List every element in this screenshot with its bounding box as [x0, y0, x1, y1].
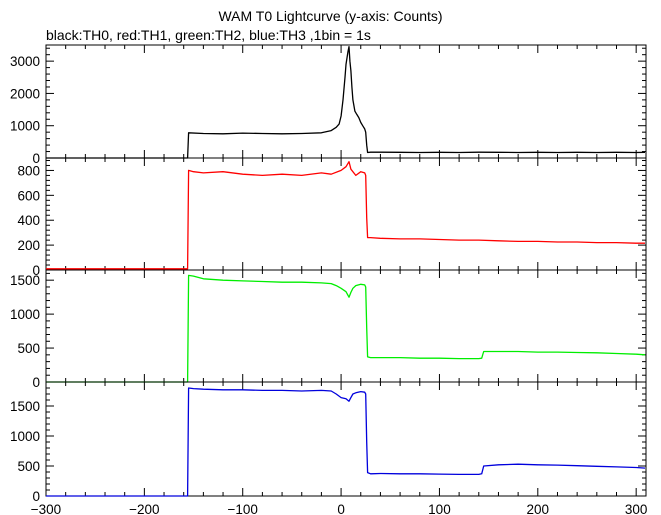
- x-tick-label: −300: [31, 502, 61, 515]
- y-tick-label: 800: [17, 163, 40, 178]
- y-tick-label: 500: [17, 459, 40, 474]
- y-tick-label: 0: [32, 489, 40, 504]
- y-tick-label: 400: [17, 213, 40, 228]
- panel-frame-th2: [45, 269, 647, 383]
- chart-title: WAM T0 Lightcurve (y-axis: Counts): [218, 8, 443, 24]
- series-line-th0: [46, 45, 646, 159]
- y-tick-label: 500: [17, 341, 40, 356]
- y-tick-label: 1500: [10, 273, 40, 288]
- y-tick-label: 0: [32, 263, 40, 278]
- panel-frame-th3: [45, 381, 647, 497]
- series-line-th3: [46, 387, 646, 497]
- y-tick-label: 600: [17, 188, 40, 203]
- y-tick-label: 0: [32, 151, 40, 166]
- y-tick-label: 3000: [10, 54, 40, 69]
- y-tick-label: 200: [17, 238, 40, 253]
- x-tick-label: 100: [428, 502, 451, 515]
- series-line-th2: [46, 274, 646, 383]
- y-tick-label: 2000: [10, 86, 40, 101]
- y-tick-label: 0: [32, 375, 40, 390]
- y-tick-label: 1000: [10, 429, 40, 444]
- series-line-th1: [46, 161, 645, 270]
- y-tick-label: 1500: [10, 399, 40, 414]
- x-tick-label: 200: [527, 502, 550, 515]
- x-tick-label: 0: [337, 502, 345, 515]
- y-tick-label: 1000: [10, 119, 40, 134]
- y-tick-label: 1000: [10, 307, 40, 322]
- panel-frame-th1: [45, 157, 647, 271]
- chart-subtitle: black:TH0, red:TH1, green:TH2, blue:TH3 …: [46, 27, 371, 43]
- x-tick-label: −200: [129, 502, 159, 515]
- x-tick-label: 300: [625, 502, 648, 515]
- x-tick-label: −100: [228, 502, 258, 515]
